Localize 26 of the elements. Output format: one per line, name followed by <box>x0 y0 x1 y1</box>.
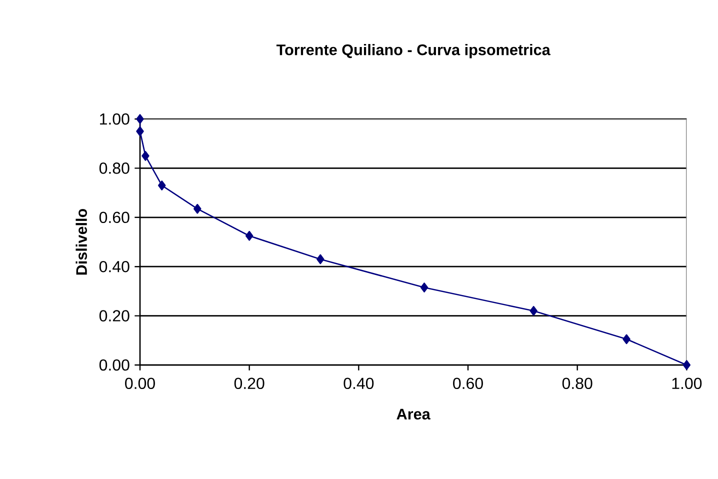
x-axis-title: Area <box>396 408 430 420</box>
y-tick-label: 0.40 <box>99 260 130 272</box>
point <box>682 360 691 370</box>
y-tick-label: 1.00 <box>100 113 130 125</box>
x-tick-label: 0.40 <box>344 378 374 390</box>
point <box>142 150 150 161</box>
point <box>194 204 202 214</box>
x-tick-label: 0.00 <box>125 378 155 390</box>
point <box>136 114 144 124</box>
y-axis-title: Dislivello <box>76 208 87 275</box>
point <box>316 254 324 264</box>
point <box>530 306 538 316</box>
x-tick-label: 1.00 <box>672 378 702 390</box>
x-tick-label: 0.60 <box>453 378 483 390</box>
chart-title: Torrente Quiliano - Curva ipsometrica <box>276 44 550 58</box>
point <box>158 180 166 190</box>
point <box>420 282 428 292</box>
point <box>245 230 254 241</box>
point <box>622 334 630 344</box>
x-tick-label: 0.20 <box>234 378 264 390</box>
y-tick-label: 0.20 <box>99 310 130 322</box>
y-tick-label: 0.60 <box>99 212 130 224</box>
y-tick-label: 0.80 <box>99 162 130 174</box>
point <box>136 126 144 136</box>
x-tick-label: 0.80 <box>562 378 592 390</box>
y-tick-label: 0.00 <box>99 359 130 371</box>
